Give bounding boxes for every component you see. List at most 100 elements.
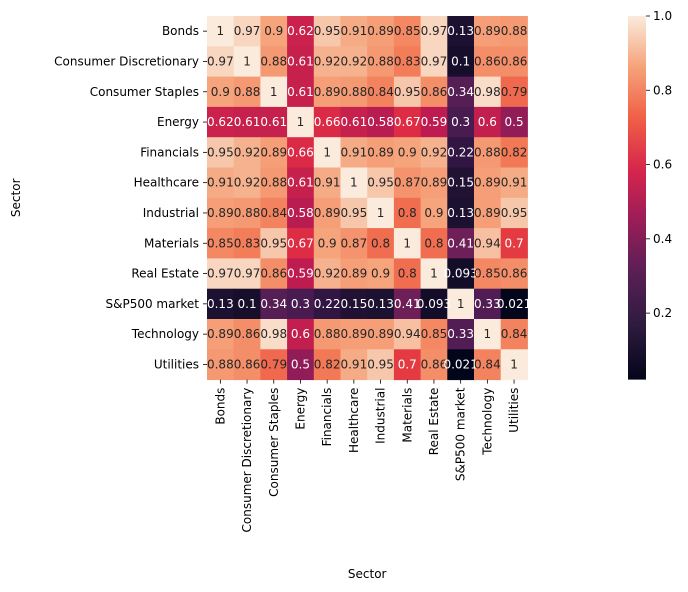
heatmap-cell <box>367 106 395 138</box>
heatmap-cell <box>287 16 315 47</box>
heatmap-cell-value: 0.41 <box>394 297 421 311</box>
heatmap-cell-value: 0.13 <box>367 297 394 311</box>
x-tick-label: Technology <box>480 388 494 456</box>
heatmap-cell <box>233 288 261 320</box>
x-tick-label: Industrial <box>374 388 388 444</box>
heatmap-cell-value: 0.91 <box>314 176 341 190</box>
heatmap-cell <box>207 16 235 47</box>
y-tick-label: Industrial <box>143 206 199 220</box>
heatmap-cell-value: 0.88 <box>367 54 394 68</box>
heatmap-cell-value: 0.22 <box>447 145 474 159</box>
heatmap-cell-value: 0.88 <box>260 54 287 68</box>
heatmap-cell <box>420 258 448 290</box>
heatmap-cell <box>447 288 475 320</box>
heatmap-cell-value: 1 <box>243 54 251 68</box>
heatmap-cell <box>367 197 395 229</box>
heatmap-cell-value: 0.84 <box>474 357 501 371</box>
heatmap-cell <box>447 349 475 381</box>
heatmap-cell-value: 0.91 <box>207 176 234 190</box>
heatmap-cell <box>474 349 502 381</box>
heatmap-cell <box>367 46 395 78</box>
y-axis-ticks: Bonds Consumer Discretionary Consumer Stap… <box>54 24 207 371</box>
heatmap-cell <box>393 16 422 47</box>
heatmap-cell-value: 0.83 <box>394 54 421 68</box>
heatmap-cell-value: 0.89 <box>314 85 341 99</box>
heatmap-cell <box>207 46 235 78</box>
heatmap-cell-value: 0.8 <box>424 236 443 250</box>
heatmap-cell-value: 0.91 <box>340 357 367 371</box>
heatmap-cell-value: 0.67 <box>394 115 421 129</box>
heatmap-cell <box>233 228 261 259</box>
heatmap-cell <box>367 137 395 168</box>
heatmap-cell-value: 0.6 <box>291 327 310 341</box>
colorbar-tick-label: 0.4 <box>653 232 672 246</box>
heatmap-cell <box>207 319 235 350</box>
heatmap-cell <box>207 288 235 320</box>
heatmap-cell-value: 0.86 <box>234 357 261 371</box>
heatmap-cell-value: 0.97 <box>207 54 234 68</box>
heatmap-cell-value: 0.62 <box>287 24 314 38</box>
heatmap-cell-value: 0.15 <box>447 176 474 190</box>
heatmap-cell <box>233 167 261 199</box>
heatmap-cell-value: 0.84 <box>260 206 287 220</box>
heatmap-cell <box>260 46 288 78</box>
heatmap-cell-value: 0.89 <box>207 327 234 341</box>
heatmap-cell <box>233 197 261 229</box>
heatmap-cell-value: 0.021 <box>497 297 531 311</box>
heatmap-cell <box>340 46 368 78</box>
heatmap-cell-value: 0.91 <box>340 24 367 38</box>
x-tick-label: S&P500 market <box>454 387 468 481</box>
heatmap-cell <box>260 349 288 381</box>
heatmap-cell-value: 0.87 <box>394 176 421 190</box>
heatmap-cell <box>260 167 288 199</box>
heatmap-cell-value: 0.66 <box>287 145 314 159</box>
heatmap-cell <box>207 137 235 168</box>
heatmap-cell <box>260 288 288 320</box>
heatmap-cell-value: 1 <box>403 236 411 250</box>
heatmap-cell-value: 0.41 <box>447 236 474 250</box>
heatmap-cell <box>340 167 368 199</box>
heatmap-cell <box>287 106 315 138</box>
heatmap-cell <box>447 137 475 168</box>
heatmap-cell-value: 0.021 <box>443 357 477 371</box>
heatmap-cell-value: 0.83 <box>234 236 261 250</box>
heatmap-cell <box>500 137 528 168</box>
heatmap-cell <box>313 197 341 229</box>
heatmap-cell <box>287 76 315 108</box>
heatmap-cell-value: 0.22 <box>314 297 341 311</box>
heatmap-cell-value: 0.61 <box>287 176 314 190</box>
heatmap-cell-value: 0.89 <box>367 24 394 38</box>
heatmap-cell <box>207 258 235 290</box>
heatmap-cell <box>367 16 395 47</box>
heatmap-cell-value: 0.9 <box>424 206 443 220</box>
heatmap-cell <box>420 167 448 199</box>
x-tick-label: Utilities <box>507 388 521 433</box>
heatmap-cell-value: 0.89 <box>474 206 501 220</box>
heatmap-cell-value: 0.13 <box>447 24 474 38</box>
heatmap-cell-value: 0.9 <box>318 236 337 250</box>
heatmap-cell-value: 0.61 <box>287 85 314 99</box>
heatmap-cell-value: 0.86 <box>234 327 261 341</box>
x-axis-ticks: Bonds Consumer Discretionary Consumer Stap… <box>213 379 521 532</box>
heatmap-cell <box>500 46 528 78</box>
heatmap-cell <box>420 76 448 108</box>
heatmap-cell-value: 0.13 <box>447 206 474 220</box>
heatmap-cell <box>420 106 448 138</box>
x-tick-label: Energy <box>293 388 307 430</box>
heatmap-cell <box>313 228 341 259</box>
y-tick-label: Bonds <box>162 24 199 38</box>
heatmap-cell-value: 0.86 <box>501 267 528 281</box>
heatmap-cell <box>367 228 395 259</box>
heatmap-cell-value: 0.88 <box>207 357 234 371</box>
heatmap-cell-value: 0.89 <box>474 176 501 190</box>
heatmap-cell <box>313 16 341 47</box>
heatmap-cell-value: 0.89 <box>421 176 448 190</box>
heatmap-cell-value: 1 <box>323 145 331 159</box>
colorbar-tick-label: 0.2 <box>653 306 672 320</box>
heatmap-cell-value: 0.86 <box>474 54 501 68</box>
heatmap-cell <box>313 288 341 320</box>
heatmap-cell <box>260 319 288 350</box>
heatmap-cell <box>233 137 261 168</box>
heatmap-cell-value: 0.1 <box>451 54 470 68</box>
